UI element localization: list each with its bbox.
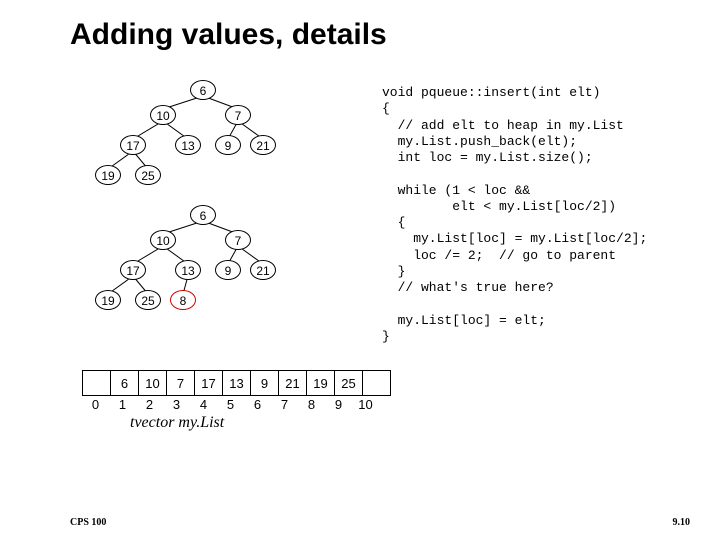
- tree-node: 6: [190, 205, 216, 225]
- array-index: 9: [325, 397, 352, 412]
- array-index: 0: [82, 397, 109, 412]
- tree-node: 19: [95, 165, 121, 185]
- array-cell: [363, 371, 391, 396]
- tree-node: 13: [175, 260, 201, 280]
- heap-tree-after: 6 10 7 17 13 9 21 19 25 8: [80, 205, 290, 335]
- array-table: 610717139211925: [82, 370, 391, 396]
- tree-node: 9: [215, 135, 241, 155]
- array-index: 6: [244, 397, 271, 412]
- tree-node: 7: [225, 230, 251, 250]
- tree-node: 17: [120, 260, 146, 280]
- array-cell: 17: [195, 371, 223, 396]
- code-block: void pqueue::insert(int elt) { // add el…: [382, 85, 647, 345]
- array-index: 4: [190, 397, 217, 412]
- array-index: 8: [298, 397, 325, 412]
- footer-left: CPS 100: [70, 517, 106, 528]
- heap-tree-before: 6 10 7 17 13 9 21 19 25: [80, 80, 280, 200]
- tree-node: 10: [150, 105, 176, 125]
- tree-node: 9: [215, 260, 241, 280]
- array-cell: 13: [223, 371, 251, 396]
- array-cell: 9: [251, 371, 279, 396]
- array-cell: 10: [139, 371, 167, 396]
- array-indices: 012345678910: [82, 396, 379, 414]
- array-index: 2: [136, 397, 163, 412]
- array-index: 1: [109, 397, 136, 412]
- array-cell: 19: [307, 371, 335, 396]
- array-cell: 7: [167, 371, 195, 396]
- tree-node: 21: [250, 260, 276, 280]
- tree-node: 6: [190, 80, 216, 100]
- array-index: 5: [217, 397, 244, 412]
- array-index: 7: [271, 397, 298, 412]
- array-caption: tvector my.List: [130, 414, 224, 432]
- tree-node: 7: [225, 105, 251, 125]
- tree-node: 17: [120, 135, 146, 155]
- tree-node: 25: [135, 165, 161, 185]
- tree-node: 25: [135, 290, 161, 310]
- array-index: 10: [352, 397, 379, 412]
- tree-node: 8: [170, 290, 196, 310]
- tree-node: 10: [150, 230, 176, 250]
- tree-node: 19: [95, 290, 121, 310]
- footer-right: 9.10: [673, 517, 691, 528]
- array-cell: 6: [111, 371, 139, 396]
- tree-node: 21: [250, 135, 276, 155]
- tree-node: 13: [175, 135, 201, 155]
- array-index: 3: [163, 397, 190, 412]
- slide-title: Adding values, details: [70, 18, 387, 52]
- array-cell: 21: [279, 371, 307, 396]
- array-cell: 25: [335, 371, 363, 396]
- array-cell: [83, 371, 111, 396]
